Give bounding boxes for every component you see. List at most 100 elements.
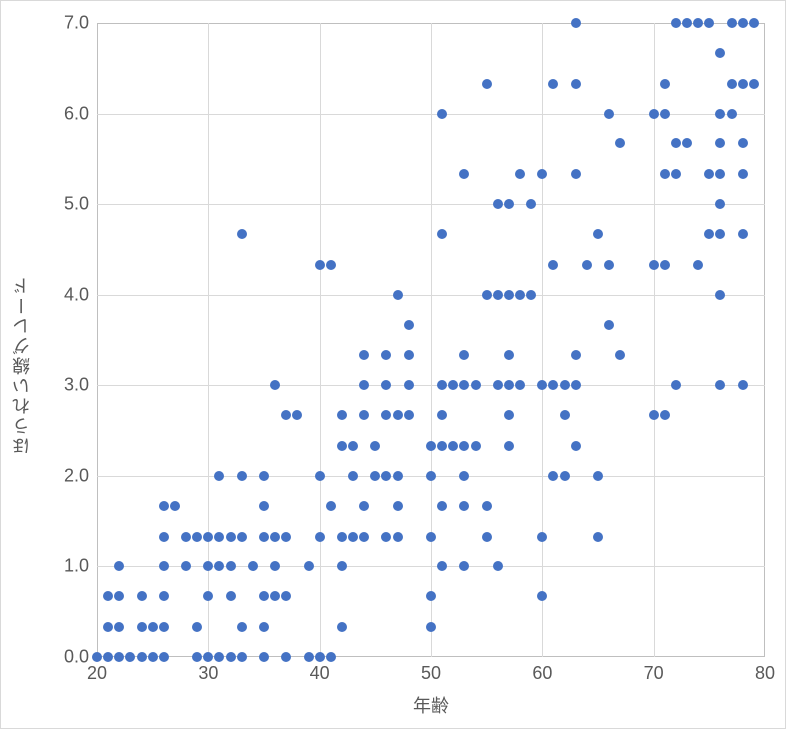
data-point: [459, 471, 469, 481]
data-point: [493, 290, 503, 300]
data-point: [270, 591, 280, 601]
data-point: [660, 109, 670, 119]
data-point: [326, 652, 336, 662]
data-point: [437, 501, 447, 511]
data-point: [370, 441, 380, 451]
data-point: [259, 532, 269, 542]
data-point: [226, 561, 236, 571]
data-point: [203, 561, 213, 571]
gridline-vertical: [431, 23, 432, 657]
data-point: [348, 471, 358, 481]
data-point: [370, 471, 380, 481]
data-point: [715, 169, 725, 179]
data-point: [114, 622, 124, 632]
data-point: [248, 561, 258, 571]
data-point: [426, 471, 436, 481]
data-point: [337, 622, 347, 632]
data-point: [448, 380, 458, 390]
data-point: [459, 350, 469, 360]
data-point: [226, 591, 236, 601]
data-point: [749, 79, 759, 89]
data-point: [571, 79, 581, 89]
data-point: [315, 652, 325, 662]
data-point: [359, 532, 369, 542]
data-point: [381, 380, 391, 390]
data-point: [159, 561, 169, 571]
data-point: [393, 410, 403, 420]
data-point: [504, 441, 514, 451]
data-point: [270, 380, 280, 390]
data-point: [226, 532, 236, 542]
data-point: [426, 591, 436, 601]
data-point: [393, 532, 403, 542]
data-point: [727, 18, 737, 28]
data-point: [660, 410, 670, 420]
data-point: [548, 79, 558, 89]
data-point: [114, 591, 124, 601]
data-point: [649, 260, 659, 270]
data-point: [192, 622, 202, 632]
y-tick-label: 4.0: [64, 284, 97, 305]
data-point: [593, 532, 603, 542]
data-point: [504, 380, 514, 390]
data-point: [671, 380, 681, 390]
data-point: [337, 441, 347, 451]
data-point: [137, 591, 147, 601]
data-point: [537, 591, 547, 601]
data-point: [459, 441, 469, 451]
data-point: [315, 260, 325, 270]
y-tick-label: 1.0: [64, 556, 97, 577]
data-point: [337, 561, 347, 571]
data-point: [537, 532, 547, 542]
data-point: [471, 380, 481, 390]
data-point: [738, 18, 748, 28]
data-point: [192, 532, 202, 542]
data-point: [459, 169, 469, 179]
data-point: [727, 109, 737, 119]
data-point: [148, 622, 158, 632]
data-point: [214, 532, 224, 542]
data-point: [660, 79, 670, 89]
data-point: [259, 591, 269, 601]
data-point: [715, 229, 725, 239]
data-point: [259, 652, 269, 662]
data-point: [738, 229, 748, 239]
data-point: [393, 471, 403, 481]
data-point: [515, 290, 525, 300]
data-point: [103, 622, 113, 632]
data-point: [537, 380, 547, 390]
data-point: [304, 652, 314, 662]
data-point: [715, 109, 725, 119]
data-point: [482, 290, 492, 300]
data-point: [381, 471, 391, 481]
data-point: [548, 471, 558, 481]
data-point: [504, 290, 514, 300]
data-point: [437, 109, 447, 119]
data-point: [304, 561, 314, 571]
data-point: [459, 501, 469, 511]
data-point: [114, 652, 124, 662]
data-point: [137, 622, 147, 632]
x-tick-label: 80: [755, 657, 775, 684]
data-point: [426, 532, 436, 542]
data-point: [704, 169, 714, 179]
data-point: [615, 350, 625, 360]
data-point: [504, 410, 514, 420]
x-tick-label: 60: [532, 657, 552, 684]
data-point: [259, 501, 269, 511]
y-tick-label: 5.0: [64, 194, 97, 215]
data-point: [571, 169, 581, 179]
data-point: [515, 169, 525, 179]
data-point: [281, 591, 291, 601]
gridline-vertical: [320, 23, 321, 657]
data-point: [259, 471, 269, 481]
data-point: [159, 501, 169, 511]
data-point: [103, 652, 113, 662]
gridline-horizontal: [97, 385, 765, 386]
data-point: [348, 532, 358, 542]
data-point: [237, 471, 247, 481]
data-point: [170, 501, 180, 511]
data-point: [671, 138, 681, 148]
data-point: [137, 652, 147, 662]
data-point: [493, 561, 503, 571]
